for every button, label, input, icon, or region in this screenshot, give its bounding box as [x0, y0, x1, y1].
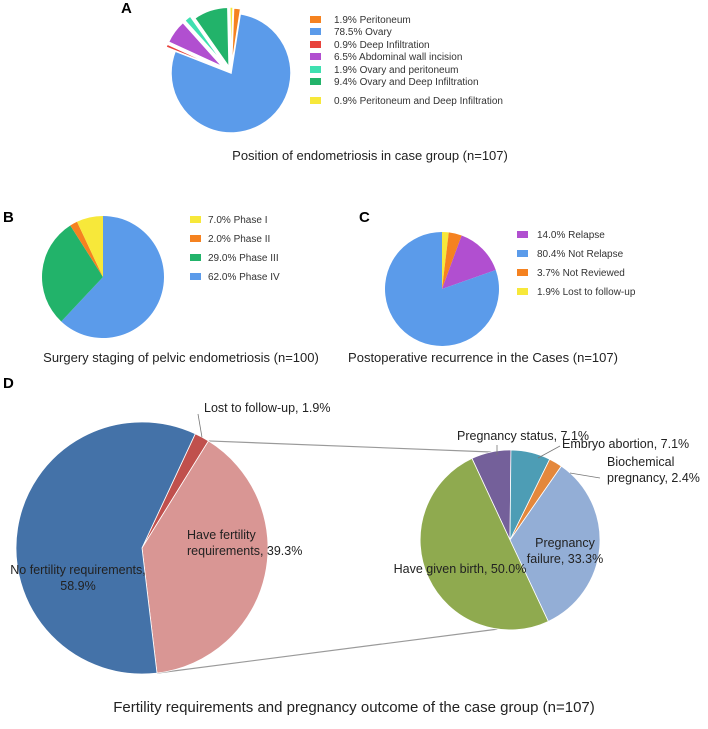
- legend-entry-ovary: 78.5% Ovary: [334, 27, 392, 38]
- pie-slice-phase-i: [77, 216, 103, 277]
- panel-c: C 14.0% Relapse 80.4% Not Relapse 3.7% Not…: [348, 209, 636, 365]
- pie-slice-abdominal-wall-incision: [167, 21, 224, 68]
- legend-swatch-phase-ii: [190, 235, 201, 242]
- legend-b: 7.0% Phase I 2.0% Phase II 29.0% Phase III…: [190, 215, 280, 283]
- leader-biochemical-pregnancy: [569, 472, 601, 479]
- legend-entry-not-relapse: 80.4% Not Relapse: [537, 249, 624, 260]
- label-no-fertility-requirements: No fertility requirements, 58.9%: [10, 563, 145, 593]
- pie-slice-phase-ii: [70, 221, 103, 277]
- legend-entry-abdominal-wall-incision: 6.5% Abdominal wall incision: [334, 52, 462, 63]
- legend-swatch-not-reviewed: [517, 269, 528, 276]
- connector-top: [208, 440, 492, 453]
- legend-entry-relapse: 14.0% Relapse: [537, 230, 605, 241]
- panel-b: B 7.0% Phase I 2.0% Phase II 29.0% Phase I…: [3, 209, 319, 365]
- legend-swatch-ovary-and-peritoneum: [310, 66, 321, 73]
- pie-d-main: [15, 421, 269, 675]
- pie-slice-lost-to-follow-up: [442, 232, 449, 289]
- legend-entry-phase-iii: 29.0% Phase III: [208, 253, 279, 264]
- pie-slice-no-fertility-requirements-58-9: [15, 421, 196, 675]
- panel-letter-b: B: [3, 209, 14, 226]
- leader-lost-to-follow-up: [197, 413, 203, 438]
- pie-of-pie-connectors: [156, 440, 498, 674]
- panel-letter-c: C: [359, 209, 370, 226]
- leader-embryo-abortion: [537, 445, 561, 459]
- legend-swatch-lost-to-follow-up: [517, 288, 528, 295]
- pie-slice-not-relapse: [384, 232, 499, 347]
- legend-swatch-abdominal-wall-incision: [310, 53, 321, 60]
- panel-d: D Lost to follow-up, 1.9% Have fertility r…: [3, 375, 700, 716]
- pie-slice-peritoneum-and-deep-infiltration: [228, 6, 234, 68]
- legend-swatch-phase-i: [190, 216, 201, 223]
- pie-slice-not-reviewed: [442, 232, 462, 289]
- pie-d-secondary: [419, 449, 601, 631]
- legend-entry-deep-infiltration: 0.9% Deep Infiltration: [334, 40, 430, 51]
- label-biochemical-pregnancy: Biochemical pregnancy, 2.4%: [607, 455, 700, 485]
- label-lost-to-follow-up: Lost to follow-up, 1.9%: [204, 401, 330, 415]
- legend-c: 14.0% Relapse 80.4% Not Relapse 3.7% Not R…: [517, 230, 636, 298]
- pie-slice-pregnancy-failure-33-3: [509, 465, 601, 622]
- legend-swatch-ovary-and-deep-infiltration: [310, 78, 321, 85]
- legend-swatch-deep-infiltration: [310, 41, 321, 48]
- panel-letter-d: D: [3, 375, 14, 392]
- panel-letter-a: A: [121, 0, 132, 17]
- legend-entry-peritoneum-and-deep-infiltration: 0.9% Peritoneum and Deep Infiltration: [334, 96, 503, 107]
- pie-slice-have-given-birth-50-0: [419, 457, 549, 631]
- legend-swatch-relapse: [517, 231, 528, 238]
- legend-swatch-phase-iii: [190, 254, 201, 261]
- label-have-fertility-requirements: Have fertility requirements, 39.3%: [187, 528, 302, 558]
- legend-swatch-not-relapse: [517, 250, 528, 257]
- label-embryo-abortion: Embryo abortion, 7.1%: [562, 437, 689, 451]
- pie-slice-phase-iii: [41, 225, 103, 322]
- legend-entry-peritoneum: 1.9% Peritoneum: [334, 15, 411, 26]
- label-have-given-birth: Have given birth, 50.0%: [394, 562, 527, 576]
- label-pregnancy-status: Pregnancy status, 7.1%: [457, 429, 589, 443]
- caption-a: Position of endometriosis in case group …: [232, 148, 508, 163]
- caption-b: Surgery staging of pelvic endometriosis …: [43, 350, 319, 365]
- connector-bottom: [156, 628, 498, 674]
- pie-slice-ovary-and-deep-infiltration: [193, 6, 230, 70]
- pie-b: [41, 216, 164, 338]
- legend-entry-not-reviewed: 3.7% Not Reviewed: [537, 268, 625, 279]
- caption-c: Postoperative recurrence in the Cases (n…: [348, 350, 618, 365]
- pie-slice-ovary: [170, 12, 292, 134]
- legend-entry-ovary-and-deep-infiltration: 9.4% Ovary and Deep Infiltration: [334, 77, 479, 88]
- legend-swatch-phase-iv: [190, 273, 201, 280]
- legend-entry-phase-i: 7.0% Phase I: [208, 215, 267, 226]
- labels-d: Lost to follow-up, 1.9% Have fertility req…: [10, 401, 700, 593]
- pie-slice-ovary-and-peritoneum: [183, 15, 226, 66]
- pie-slice-deep-infiltration: [164, 43, 223, 70]
- pie-slice-relapse: [442, 235, 496, 289]
- pie-a: [164, 6, 292, 134]
- legend-swatch-peritoneum: [310, 16, 321, 23]
- legend-swatch-ovary: [310, 28, 321, 35]
- pie-slice-phase-iv: [61, 216, 164, 338]
- pie-c: [384, 232, 499, 347]
- legend-swatch-peritoneum-and-deep-infiltration: [310, 97, 321, 104]
- legend-entry-phase-ii: 2.0% Phase II: [208, 234, 270, 245]
- legend-entry-ovary-and-peritoneum: 1.9% Ovary and peritoneum: [334, 65, 459, 76]
- legend-entry-phase-iv: 62.0% Phase IV: [208, 272, 280, 283]
- caption-d: Fertility requirements and pregnancy out…: [113, 699, 595, 716]
- pie-slice-have-fertility-requirements-39-3: [141, 440, 269, 674]
- legend-entry-lost-to-follow-up: 1.9% Lost to follow-up: [537, 287, 636, 298]
- label-pregnancy-failure: Pregnancy failure, 33.3%: [527, 536, 603, 566]
